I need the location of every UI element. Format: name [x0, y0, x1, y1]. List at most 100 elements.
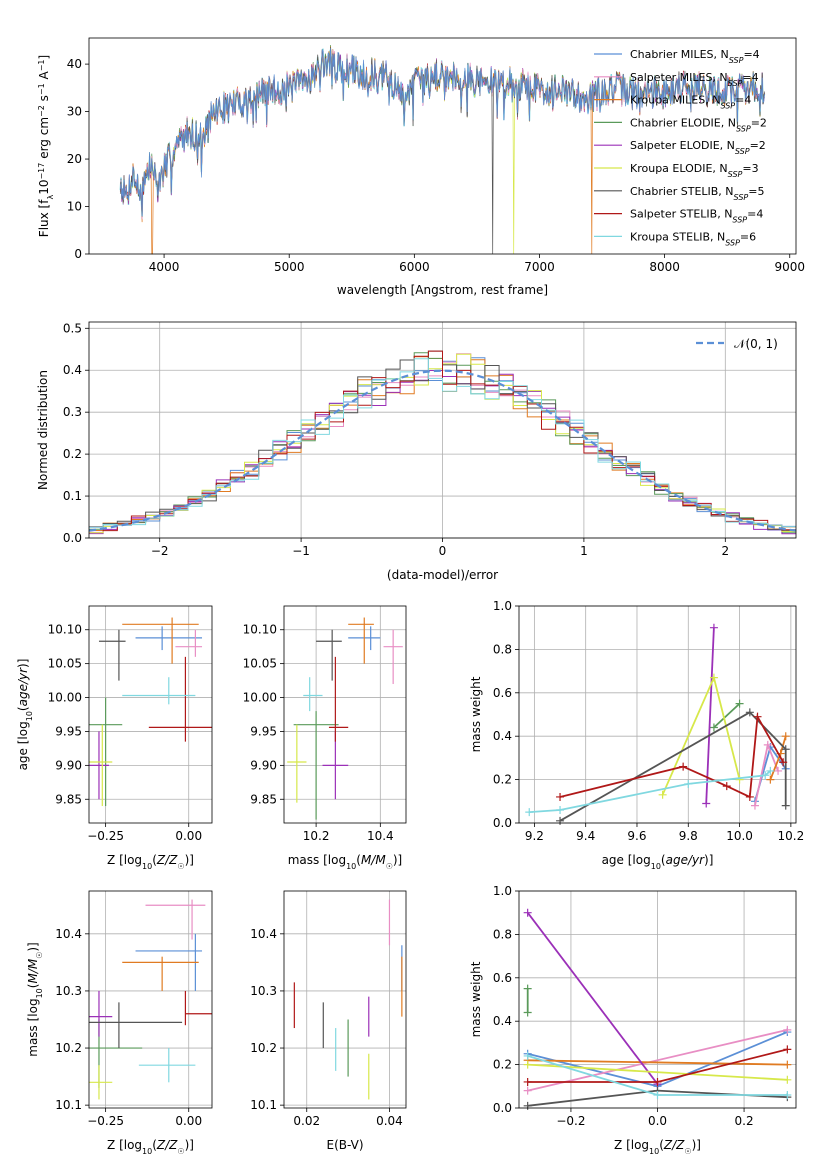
x-tick-label: −0.2	[556, 1114, 585, 1128]
axes-frame	[518, 605, 797, 824]
x-tick-label: 0.04	[376, 1114, 403, 1128]
y-tick-label: 0.5	[63, 321, 82, 335]
x-axis-label: Z [log10(Z/Z☉)]	[107, 853, 194, 871]
x-tick-label: 9000	[774, 260, 805, 274]
y-tick-label: 9.90	[55, 758, 82, 772]
errorbar-point	[89, 1019, 143, 1089]
y-tick-label: 0.2	[493, 773, 512, 787]
data-point	[679, 762, 688, 771]
axes-frame	[88, 605, 213, 824]
y-tick-label: 10.00	[243, 691, 277, 705]
legend-label: Kroupa ELODIE, NSSP=3	[630, 162, 759, 179]
legend-label: Chabrier STELIB, NSSP=5	[630, 185, 764, 202]
errorbar-point	[89, 990, 113, 1037]
x-tick-label: 10.4	[367, 829, 394, 843]
axes-frame	[283, 890, 407, 1109]
y-tick-label: 0.3	[63, 405, 82, 419]
y-tick-label: 9.85	[55, 792, 82, 806]
x-tick-label: 9.6	[627, 829, 646, 843]
series-salpeter-stelib	[556, 712, 788, 801]
axes-frame	[88, 890, 213, 1109]
spectrum-line-chabrier-miles	[119, 48, 765, 217]
x-tick-label: 0.2	[735, 1114, 754, 1128]
series-kroupa-stelib	[523, 1051, 792, 1099]
data-point	[523, 1101, 532, 1110]
data-point	[779, 758, 788, 767]
mass_vs_ebv-axes: 0.02 0.04 10.1 10.2 10.3 10.4 E(B-V)	[250, 890, 407, 1152]
x-tick-label: 0.00	[175, 829, 202, 843]
legend-label: Kroupa STELIB, NSSP=6	[630, 230, 756, 247]
y-tick-label: 0.1	[63, 489, 82, 503]
y-tick-label: 10	[67, 200, 82, 214]
legend-label: Chabrier ELODIE, NSSP=2	[630, 116, 767, 132]
data-point	[523, 1086, 532, 1095]
series-kroupa-stelib	[525, 766, 775, 817]
data-point	[735, 775, 744, 784]
normal-curve	[88, 369, 797, 532]
errorbar-point	[98, 629, 126, 681]
axes-frame	[283, 605, 407, 824]
x-tick-label: 0.00	[175, 1114, 202, 1128]
x-tick-label: 9.2	[525, 829, 544, 843]
x-tick-label: 9.4	[576, 829, 595, 843]
y-tick-label: 0.0	[493, 816, 512, 830]
legend-label: 𝒩(0, 1)	[734, 337, 778, 351]
x-axis-label: wavelength [Angstrom, rest frame]	[337, 283, 548, 297]
y-axis-label: Normed distribution	[36, 370, 50, 490]
y-axis-label: mass weight	[469, 961, 483, 1037]
y-tick-label: 10.1	[250, 1098, 277, 1112]
y-tick-label: 10.10	[48, 623, 82, 637]
data-point	[783, 1045, 792, 1054]
data-point	[761, 771, 770, 780]
y-tick-label: 9.95	[55, 724, 82, 738]
series-line	[527, 1029, 788, 1092]
errorbar-point	[328, 656, 349, 742]
y-tick-label: 0.4	[63, 363, 82, 377]
y-tick-label: 20	[67, 152, 82, 166]
residuals-axes: −2 −1 0 1 2 0.0 0.1 0.2 0.3 0.4 0.5 (data-model)/er…	[36, 321, 797, 582]
data-point	[766, 766, 775, 775]
y-tick-label: 0.0	[493, 1101, 512, 1115]
series-line	[705, 627, 715, 804]
x-axis-label: mass [log10(M/M☉)]	[288, 853, 403, 871]
data-point	[722, 782, 731, 791]
errorbar-point	[293, 711, 339, 820]
data-point	[525, 808, 534, 817]
data-point	[774, 766, 783, 775]
series-salpeter-miles	[750, 740, 783, 810]
x-tick-label: −0.25	[87, 829, 124, 843]
legend-label: Salpeter MILES, NSSP=4	[630, 71, 759, 88]
series-salpeter-stelib	[523, 1045, 792, 1086]
x-tick-label: 10.0	[726, 829, 753, 843]
data-point	[783, 1025, 792, 1034]
x-tick-label: 0.02	[293, 1114, 320, 1128]
y-tick-label: 9.95	[250, 724, 277, 738]
data-point	[783, 1075, 792, 1084]
x-tick-label: 10.2	[778, 829, 805, 843]
x-tick-label: 7000	[524, 260, 555, 274]
data-point	[781, 745, 790, 754]
mass_vs_Z-axes: −0.25 0.00 10.1 10.2 10.3 10.4 Z [log10(Z/Z☉)]…	[26, 890, 213, 1156]
y-axis-label: mass weight	[469, 676, 483, 752]
series-line	[559, 713, 784, 799]
data-point	[766, 775, 775, 784]
x-axis-label: age [log10(age/yr)]	[602, 853, 714, 871]
axes-frame	[518, 890, 797, 1109]
errorbar-point	[316, 629, 342, 681]
data-point	[653, 1077, 662, 1086]
errorbar-point	[89, 731, 109, 800]
data-point	[523, 1077, 532, 1086]
data-point	[556, 805, 565, 814]
data-point	[684, 779, 693, 788]
x-tick-label: 6000	[399, 260, 430, 274]
series-line	[527, 1059, 788, 1066]
errorbar-point	[383, 629, 403, 684]
data-point	[745, 792, 754, 801]
data-point	[735, 699, 744, 708]
errorbar-point	[303, 677, 323, 712]
y-tick-label: 0.0	[63, 531, 82, 545]
x-axis-label: (data-model)/error	[387, 568, 498, 582]
y-tick-label: 0.6	[493, 686, 512, 700]
data-point	[523, 1051, 532, 1060]
